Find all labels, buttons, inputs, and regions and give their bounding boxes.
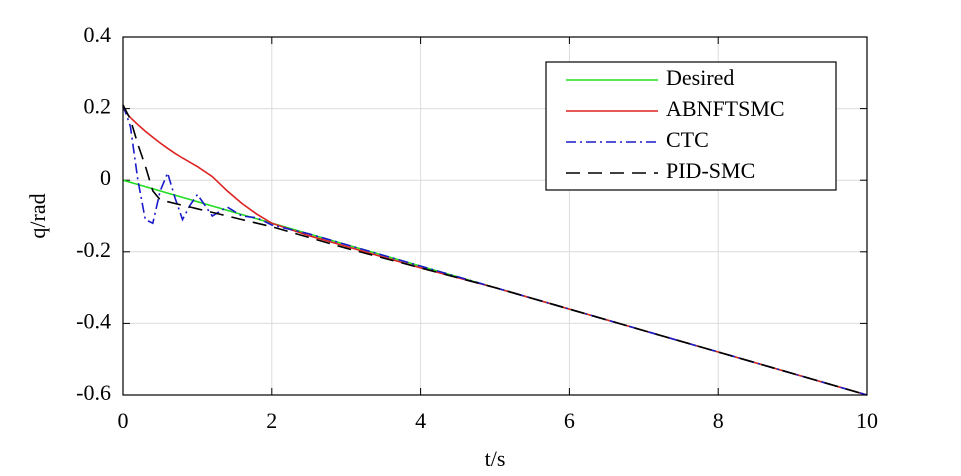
x-tick-label: 0 [118,408,129,433]
y-tick-label: 0 [100,165,111,190]
y-tick-label: 0.2 [84,94,112,119]
y-tick-label: -0.4 [76,308,111,333]
y-tick-label: 0.4 [84,22,112,47]
x-tick-label: 10 [856,408,878,433]
plot-frame [122,36,868,396]
legend-label: Desired [666,65,734,90]
series-line [122,104,868,396]
y-tick-label: -0.6 [76,380,111,405]
y-axis-label: q/rad [25,193,50,238]
legend-label: PID-SMC [666,158,755,183]
x-tick-label: 2 [266,408,277,433]
x-tick-label: 4 [415,408,426,433]
legend-label: ABNFTSMC [666,96,785,121]
y-tick-label: -0.2 [76,237,111,262]
legend-label: CTC [666,127,709,152]
series-line [122,104,868,396]
legend-box [545,61,837,191]
series-line [122,108,868,396]
x-axis-label: t/s [485,446,506,471]
x-tick-label: 8 [713,408,724,433]
x-tick-label: 6 [564,408,575,433]
